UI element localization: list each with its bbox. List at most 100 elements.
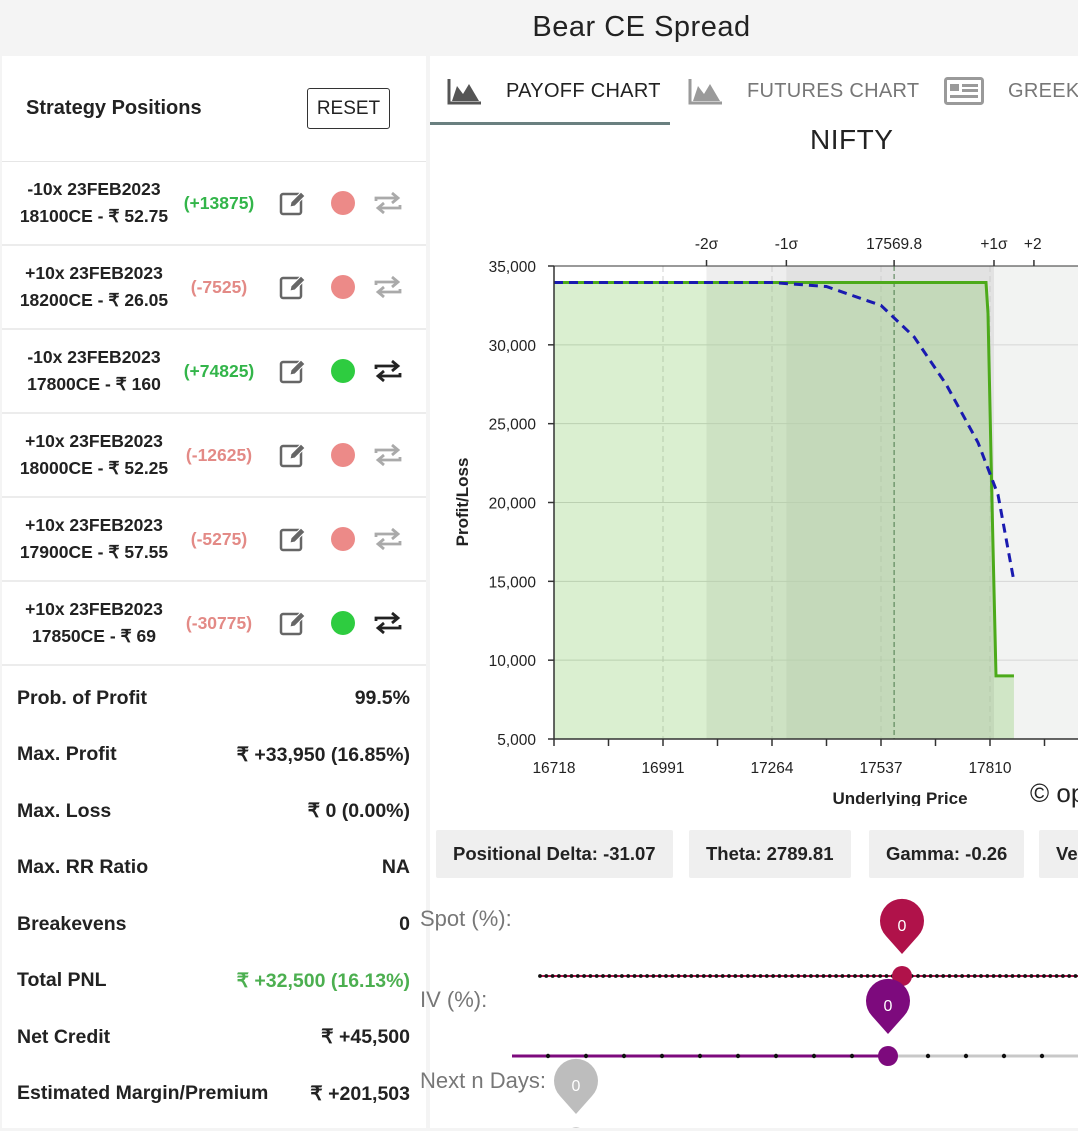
page-title-text: Bear CE Spread — [532, 10, 751, 43]
spot-slider-mark — [853, 974, 857, 978]
spot-slider-mark — [1016, 974, 1021, 978]
position-line2: 18100CE - ₹ 52.75 — [19, 206, 169, 226]
stat-row: Max. RR Ratio NA — [2, 840, 426, 897]
position-row: +10x 23FEB2023 18200CE - ₹ 26.05 (-7525) — [2, 246, 426, 330]
spot-slider-mark — [764, 974, 769, 978]
spot-slider-mark — [928, 974, 933, 978]
spot-slider-label: Spot (%): — [420, 906, 512, 931]
position-toggle-dot[interactable] — [331, 359, 355, 383]
spot-slider-mark — [701, 974, 706, 978]
gamma-chip: Gamma: -0.26 — [869, 830, 1025, 878]
stat-row: Max. Loss ₹ 0 (0.00%) — [2, 783, 426, 840]
positions-list: -10x 23FEB2023 18100CE - ₹ 52.75 (+13875… — [2, 162, 426, 666]
spot-slider-mark — [544, 974, 549, 978]
iv-slider-thumb[interactable] — [878, 1046, 898, 1066]
x-tick-label: 17537 — [859, 760, 902, 777]
spot-slider-mark — [1048, 974, 1053, 978]
days-slider-value: 0 — [572, 1078, 581, 1095]
spot-slider-mark — [538, 974, 542, 978]
spot-slider-mark — [683, 974, 687, 978]
spot-slider-mark — [1029, 974, 1034, 978]
stat-label: Prob. of Profit — [17, 686, 147, 709]
spot-slider-mark — [777, 974, 782, 978]
copyright-text: © op — [1030, 778, 1078, 808]
position-toggle-dot[interactable] — [331, 191, 355, 215]
stat-label: Total PNL — [17, 969, 107, 992]
edit-icon[interactable] — [278, 524, 308, 554]
iv-slider-value: 0 — [884, 998, 893, 1015]
tab-futures-chart-label: FUTURES CHART — [747, 79, 920, 102]
spot-slider-mark — [670, 974, 675, 978]
spot-slider-mark — [960, 974, 964, 978]
spot-slider-mark — [632, 974, 637, 978]
spot-slider-mark — [1042, 974, 1046, 978]
position-line2: 17800CE - ₹ 160 — [27, 374, 161, 394]
iv-slider-mark — [963, 1053, 969, 1059]
spot-slider-mark — [626, 974, 631, 978]
spot-slider-mark — [664, 974, 668, 978]
edit-icon[interactable] — [278, 608, 308, 638]
position-line1: -10x 23FEB2023 — [27, 179, 161, 199]
spot-slider-mark — [582, 974, 586, 978]
spot-slider-mark — [821, 974, 826, 978]
table-icon — [944, 77, 984, 105]
x-tick-label: 16718 — [532, 760, 575, 777]
tab-payoff-chart[interactable]: PAYOFF CHART — [446, 72, 661, 110]
repeat-icon[interactable] — [372, 525, 404, 553]
iv-slider-label: IV (%): — [420, 987, 488, 1012]
position-toggle-dot[interactable] — [331, 275, 355, 299]
repeat-icon[interactable] — [372, 189, 404, 217]
payoff-chart[interactable]: 5,000 10,000 15,000 20,000 25,000 30,000 35,00… — [430, 166, 1078, 806]
repeat-icon[interactable] — [372, 609, 404, 637]
spot-slider-mark — [1073, 974, 1078, 978]
position-toggle-dot[interactable] — [331, 527, 355, 551]
stat-label: Breakevens — [17, 912, 127, 935]
spot-slider-mark — [758, 974, 763, 978]
position-pnl: (+13875) — [183, 192, 255, 213]
reset-button[interactable]: RESET — [307, 88, 390, 129]
spot-slider-mark — [827, 974, 832, 978]
edit-icon[interactable] — [278, 356, 308, 386]
position-line1: +10x 23FEB2023 — [25, 263, 163, 283]
iv-slider-mark — [1001, 1053, 1007, 1059]
spot-slider-mark — [802, 974, 807, 978]
spot-slider-mark — [998, 974, 1002, 978]
edit-icon[interactable] — [278, 272, 308, 302]
spot-slider-mark — [714, 974, 719, 978]
sliders-area: 0 0 0 — [512, 898, 1078, 1128]
spot-slider-mark — [569, 974, 574, 978]
stat-label: Max. RR Ratio — [17, 856, 149, 879]
spot-slider-value: 0 — [898, 918, 907, 935]
area-chart-icon — [688, 79, 722, 105]
repeat-icon[interactable] — [372, 441, 404, 469]
y-tick-label: 10,000 — [489, 653, 537, 670]
page-title: Bear CE Spread — [0, 0, 1078, 54]
spot-slider-mark — [733, 974, 738, 978]
position-pnl: (-7525) — [190, 276, 248, 297]
spot-slider-mark — [594, 974, 599, 978]
vega-chip: Ve — [1039, 830, 1078, 878]
iv-slider-mark — [811, 1053, 817, 1059]
edit-icon[interactable] — [278, 188, 308, 218]
repeat-icon[interactable] — [372, 273, 404, 301]
stat-label: Max. Profit — [17, 743, 117, 766]
repeat-icon[interactable] — [372, 357, 404, 385]
y-tick-label: 30,000 — [489, 338, 537, 355]
spot-slider-mark — [947, 974, 952, 978]
spot-slider-mark — [878, 974, 883, 978]
spot-slider-mark — [657, 974, 662, 978]
position-row: +10x 23FEB2023 18000CE - ₹ 52.25 (-12625… — [2, 414, 426, 498]
spot-slider-mark — [695, 974, 700, 978]
iv-slider-mark — [621, 1053, 627, 1059]
y-tick-label: 35,000 — [489, 259, 537, 276]
tab-futures-chart[interactable]: FUTURES CHART — [687, 72, 919, 110]
stat-label: Net Credit — [17, 1025, 111, 1048]
spot-slider-mark — [1010, 974, 1015, 978]
position-toggle-dot[interactable] — [331, 611, 355, 635]
edit-icon[interactable] — [278, 440, 308, 470]
x-tick-label: 16991 — [641, 760, 684, 777]
tab-greeks[interactable]: GREEKS — [944, 72, 1078, 110]
strategy-positions-header: Strategy Positions RESET — [2, 56, 426, 162]
theta-chip: Theta: 2789.81 — [689, 830, 851, 878]
position-toggle-dot[interactable] — [331, 443, 355, 467]
